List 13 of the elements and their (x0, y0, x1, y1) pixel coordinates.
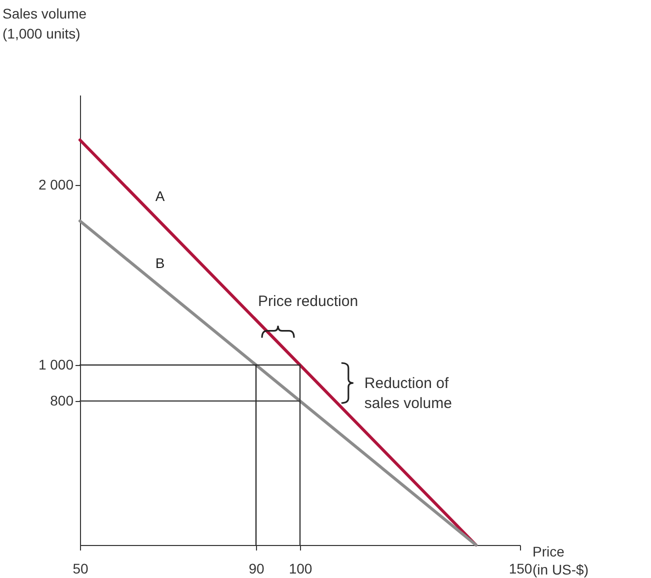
annotation: Reduction of sales volume (364, 375, 452, 412)
x-tick-label: 150 (508, 560, 532, 576)
x-axis-title: Price (in US-$) (532, 544, 589, 578)
y-axis-title: Sales volume (1,000 units) (2, 6, 87, 42)
y-tick-label: 2 000 (38, 176, 74, 192)
x-tick-label: 100 (288, 560, 312, 576)
annotation: Price reduction (258, 292, 358, 310)
y-tick-label: 1 000 (38, 356, 74, 372)
series-label: B (155, 255, 165, 272)
y-tick-label: 800 (50, 392, 74, 408)
x-tick-label: 90 (248, 560, 264, 576)
series-label: A (155, 188, 166, 204)
x-tick-label: 50 (72, 560, 88, 576)
